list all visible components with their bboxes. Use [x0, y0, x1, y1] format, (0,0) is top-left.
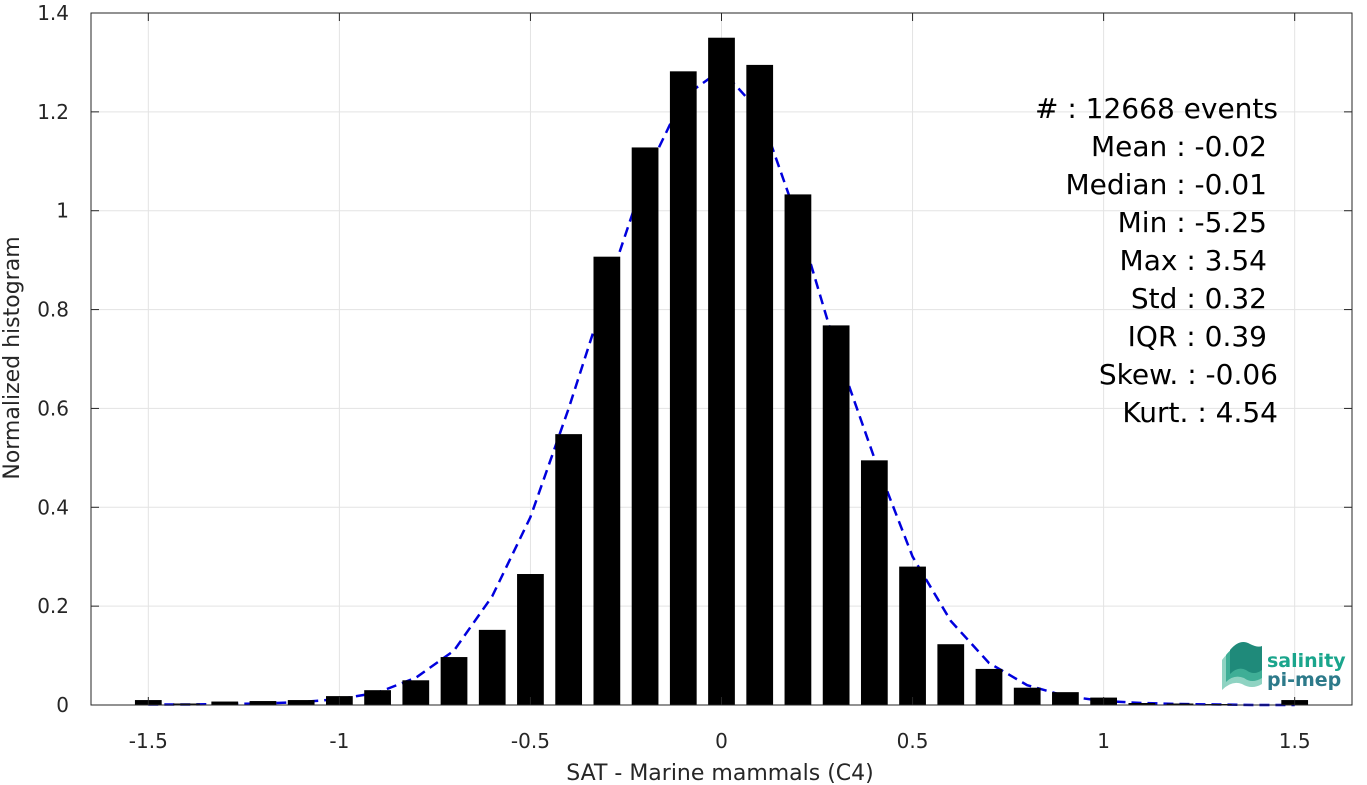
histogram-bar [708, 37, 735, 705]
y-tick-label: 1.4 [37, 1, 69, 25]
stat-median: Median : -0.01 [1065, 168, 1267, 201]
histogram-bar [975, 668, 1003, 705]
histogram-bar [402, 680, 430, 705]
x-tick-label: -1.5 [129, 729, 168, 753]
logo-text-salinity: salinity [1267, 650, 1346, 672]
histogram-bar [440, 657, 468, 705]
stat-skew: Skew. : -0.06 [1099, 358, 1278, 391]
tick-labels: -1.5 -1 -0.5 0 0.5 1 1.5 0 0.2 0.4 0.6 0.8 1 1.2 1.4 [37, 1, 1310, 753]
stat-events: # : 12668 events [1035, 92, 1278, 125]
y-tick-label: 0.6 [37, 396, 69, 420]
x-tick-label: 1.5 [1279, 729, 1311, 753]
bars [134, 37, 1309, 706]
x-tick-label: 0.5 [897, 729, 929, 753]
stat-std: Std : 0.32 [1131, 282, 1267, 315]
y-tick-label: 0.8 [37, 298, 69, 322]
histogram-bar [860, 460, 888, 705]
histogram-bar [1013, 687, 1041, 705]
salinity-pi-mep-logo: salinity pi-mep [1222, 642, 1346, 691]
histogram-bar [822, 325, 850, 705]
histogram-bar [478, 629, 506, 705]
histogram-bar [631, 147, 659, 706]
histogram-bar [364, 690, 391, 705]
y-tick-label: 0 [56, 693, 69, 717]
histogram-bar [1128, 703, 1156, 705]
x-axis-label: SAT - Marine mammals (C4) [566, 761, 874, 785]
y-tick-label: 0.4 [37, 495, 69, 519]
logo-waves-icon [1222, 642, 1262, 690]
y-axis-label: Normalized histogram [0, 236, 25, 479]
y-tick-label: 1 [56, 199, 69, 223]
histogram-bar [287, 700, 315, 705]
x-tick-label: -1 [329, 729, 349, 753]
histogram-bar [1166, 703, 1194, 705]
axes [90, 12, 1353, 706]
histogram-bar [899, 566, 926, 705]
stat-kurt: Kurt. : 4.54 [1122, 396, 1278, 429]
histogram-bar [937, 644, 965, 705]
stat-max: Max : 3.54 [1120, 244, 1267, 277]
histogram-bar [593, 256, 621, 705]
stat-mean: Mean : -0.02 [1091, 130, 1267, 163]
histogram-bar [746, 64, 774, 705]
y-tick-label: 1.2 [37, 100, 69, 124]
x-tick-label: -0.5 [511, 729, 550, 753]
histogram-bar [517, 574, 544, 705]
y-tick-label: 0.2 [37, 594, 69, 618]
histogram-bar [784, 194, 812, 705]
histogram-bar [1052, 692, 1079, 705]
histogram-bar [249, 701, 277, 705]
x-tick-label: 1 [1097, 729, 1110, 753]
histogram-bar [555, 434, 583, 705]
histogram-bar [173, 703, 200, 705]
histogram-bar [669, 71, 697, 706]
histogram-bar [211, 701, 239, 705]
logo-text-pi-mep: pi-mep [1267, 669, 1341, 691]
x-tick-label: 0 [715, 729, 728, 753]
stat-iqr: IQR : 0.39 [1128, 320, 1267, 353]
statistics-annotation: # : 12668 events Mean : -0.02 Median : -… [1035, 92, 1278, 429]
stat-min: Min : -5.25 [1118, 206, 1267, 239]
